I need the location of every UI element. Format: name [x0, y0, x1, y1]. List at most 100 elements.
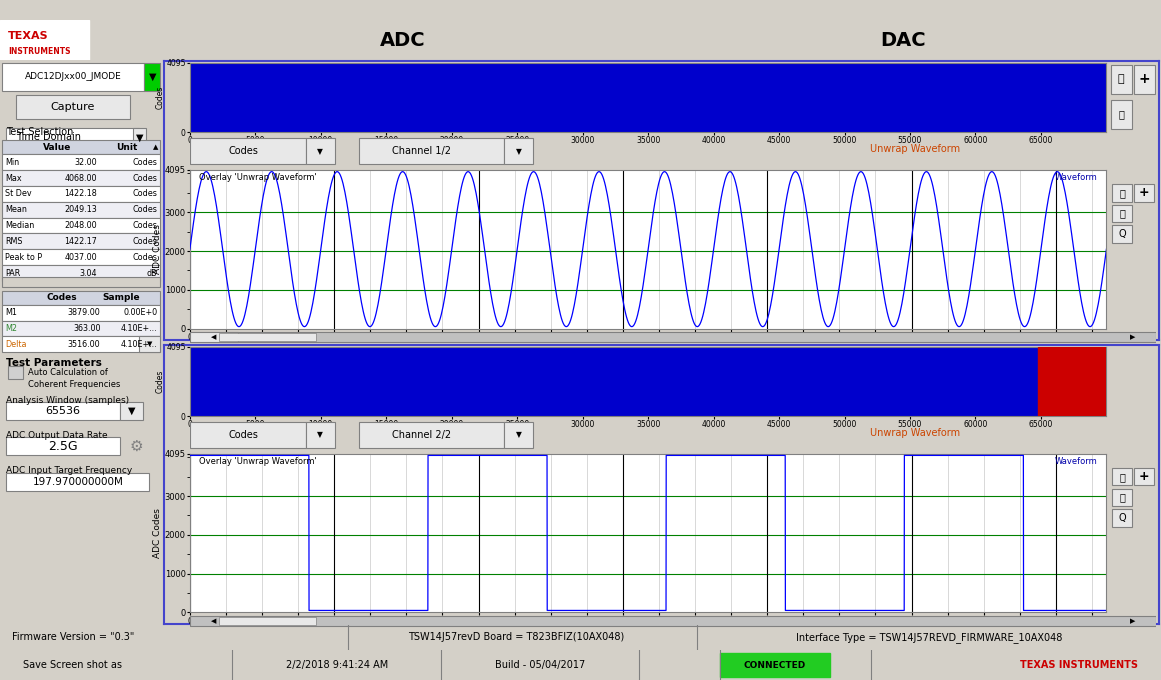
Bar: [1134, 468, 1154, 486]
Text: Codes: Codes: [228, 146, 258, 156]
Bar: [1111, 65, 1132, 94]
Bar: [1, 290, 160, 305]
Bar: [1, 337, 160, 352]
Bar: [1, 320, 160, 337]
Bar: [144, 63, 160, 91]
Bar: [219, 617, 316, 625]
Text: ✋: ✋: [1119, 492, 1125, 503]
Text: M1: M1: [5, 308, 16, 317]
Text: Codes: Codes: [132, 253, 157, 262]
Text: ▼: ▼: [317, 430, 323, 439]
Text: CONNECTED: CONNECTED: [743, 660, 806, 670]
Text: Codes: Codes: [132, 173, 157, 183]
Text: 4.10E+...: 4.10E+...: [121, 340, 157, 349]
Text: Firmware Version = "0.3": Firmware Version = "0.3": [12, 632, 134, 643]
Bar: [504, 138, 533, 165]
Text: ▼: ▼: [317, 147, 323, 156]
Bar: [1, 250, 160, 265]
Text: 2048.00: 2048.00: [65, 221, 98, 230]
Y-axis label: Codes: Codes: [156, 370, 165, 393]
Text: Value: Value: [43, 143, 71, 152]
Bar: [8, 367, 23, 379]
Text: Waveform: Waveform: [1054, 457, 1097, 466]
Bar: [7, 402, 120, 420]
Text: St Dev: St Dev: [5, 190, 31, 199]
Text: ▼: ▼: [149, 72, 156, 82]
Bar: [359, 422, 504, 448]
Bar: [359, 138, 504, 165]
Text: INSTRUMENTS: INSTRUMENTS: [8, 47, 71, 56]
Bar: [120, 402, 143, 420]
Text: ▲: ▲: [153, 144, 158, 150]
Text: TSW14J57revD Board = T823BFIZ(10AX048): TSW14J57revD Board = T823BFIZ(10AX048): [409, 632, 625, 643]
Text: Codes: Codes: [132, 205, 157, 214]
Text: TEXAS INSTRUMENTS: TEXAS INSTRUMENTS: [1019, 660, 1138, 670]
Text: ▶: ▶: [1130, 334, 1135, 340]
Text: Peak to P: Peak to P: [5, 253, 42, 262]
Text: DAC: DAC: [880, 31, 925, 50]
Text: 3879.00: 3879.00: [67, 308, 101, 317]
Bar: [190, 332, 1156, 342]
Text: Unwrap Waveform: Unwrap Waveform: [870, 144, 960, 154]
Text: Time Domain: Time Domain: [16, 133, 81, 142]
Text: Mean: Mean: [5, 205, 27, 214]
Text: M2: M2: [5, 324, 17, 333]
Text: Codes: Codes: [132, 158, 157, 167]
Bar: [7, 473, 149, 491]
Text: 🔍: 🔍: [1118, 74, 1124, 84]
Bar: [190, 332, 238, 342]
Text: Codes: Codes: [132, 221, 157, 230]
Bar: [1, 140, 160, 154]
Text: 363.00: 363.00: [73, 324, 101, 333]
Text: ▼: ▼: [515, 147, 521, 156]
Bar: [1, 305, 160, 320]
Text: 3.04: 3.04: [80, 269, 98, 277]
Text: 4068.00: 4068.00: [65, 173, 98, 183]
Text: 🔍: 🔍: [1119, 472, 1125, 481]
Bar: [190, 138, 305, 165]
Text: 1422.18: 1422.18: [65, 190, 98, 199]
Text: +: +: [1139, 470, 1149, 483]
Text: ✋: ✋: [1119, 209, 1125, 218]
Text: RMS: RMS: [5, 237, 22, 246]
Text: Capture: Capture: [51, 102, 95, 112]
Text: Min: Min: [5, 158, 19, 167]
Text: ADC Input Target Frequency: ADC Input Target Frequency: [7, 466, 132, 475]
Bar: [1, 277, 160, 287]
Bar: [1038, 347, 1106, 416]
Text: 32.00: 32.00: [74, 158, 98, 167]
Bar: [720, 653, 830, 677]
Text: ▼: ▼: [136, 133, 143, 142]
Text: +: +: [1139, 186, 1149, 199]
Text: 4.10E+...: 4.10E+...: [121, 324, 157, 333]
Text: Test Selection: Test Selection: [7, 126, 74, 137]
Text: Sample: Sample: [102, 293, 140, 302]
Text: Channel 1/2: Channel 1/2: [392, 146, 452, 156]
Y-axis label: Codes: Codes: [156, 86, 165, 109]
Text: 2.5G: 2.5G: [49, 439, 78, 452]
Text: TEXAS: TEXAS: [8, 31, 49, 41]
Text: ◀: ◀: [211, 334, 217, 340]
Text: 197.970000000M: 197.970000000M: [33, 477, 123, 487]
Text: Unwrap Waveform: Unwrap Waveform: [870, 428, 960, 438]
Bar: [1, 170, 160, 186]
Text: 3516.00: 3516.00: [67, 340, 101, 349]
Bar: [16, 95, 130, 119]
Bar: [190, 422, 305, 448]
Text: Auto Calculation of: Auto Calculation of: [28, 368, 108, 377]
Bar: [0, 20, 89, 60]
Text: Test Parameters: Test Parameters: [7, 358, 102, 368]
Bar: [7, 129, 139, 146]
Text: Codes: Codes: [132, 190, 157, 199]
Bar: [1112, 489, 1132, 506]
Text: Analysis Window (samples): Analysis Window (samples): [7, 396, 130, 405]
Bar: [1111, 99, 1132, 129]
Bar: [1134, 184, 1154, 201]
Bar: [1, 154, 160, 170]
Bar: [1112, 468, 1132, 486]
Y-axis label: ADC Codes: ADC Codes: [153, 224, 161, 274]
Text: 0.00E+0: 0.00E+0: [123, 308, 157, 317]
Text: dB: dB: [146, 269, 157, 277]
Bar: [1, 265, 160, 281]
Bar: [305, 422, 334, 448]
